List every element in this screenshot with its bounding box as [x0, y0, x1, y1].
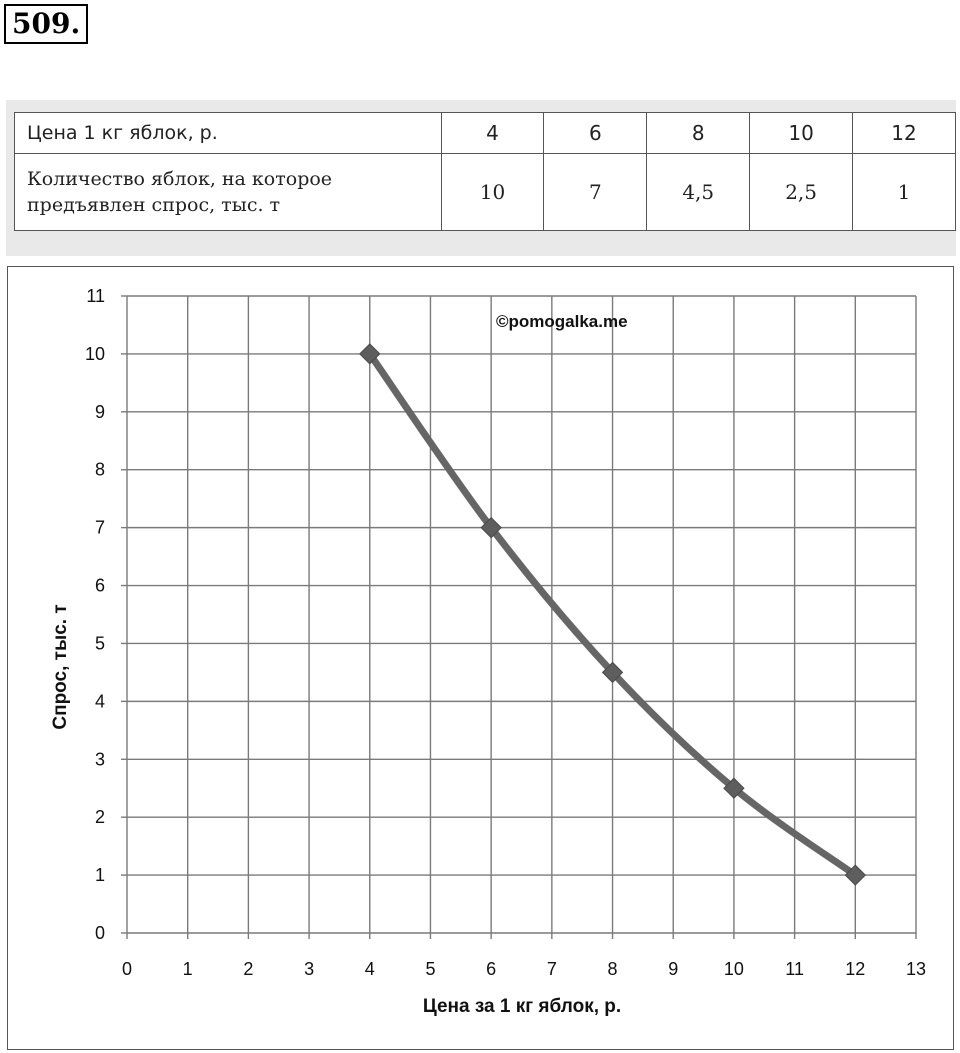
y-tick-label: 3 — [95, 749, 105, 769]
data-point-marker — [480, 516, 502, 539]
table-cell-price: 12 — [852, 112, 956, 154]
table-row-label-quantity: Количество яблок, на которое предъявлен … — [14, 153, 442, 231]
table-cell-quantity: 1 — [852, 153, 956, 231]
x-tick-label: 13 — [906, 959, 926, 979]
table-cell-price: 6 — [543, 112, 648, 154]
x-tick-label: 5 — [425, 959, 435, 979]
x-tick-label: 1 — [183, 959, 193, 979]
x-tick-label: 4 — [365, 959, 375, 979]
x-axis-title: Цена за 1 кг яблок, р. — [423, 996, 621, 1017]
table-row-label-price: Цена 1 кг яблок, р. — [14, 112, 442, 154]
y-tick-label: 2 — [95, 807, 105, 827]
chart-grid — [121, 295, 917, 939]
data-point-marker — [359, 343, 381, 365]
y-tick-label: 5 — [95, 633, 105, 653]
table-cell-price: 4 — [440, 112, 545, 154]
data-table-container: Цена 1 кг яблок, р. 4 6 8 10 12 Количест… — [6, 100, 956, 256]
x-tick-label: 9 — [668, 959, 678, 979]
y-axis-title: Спрос, тыс. т — [50, 604, 71, 729]
data-point-marker — [723, 777, 745, 799]
y-tick-label: 1 — [95, 865, 105, 885]
table-cell-price: 10 — [749, 112, 854, 154]
y-tick-label: 10 — [85, 344, 105, 364]
chart-frame: 0 1 2 3 4 5 6 7 8 9 10 11 12 13 0 1 2 3 4 5 6 7 8 9 10 11 ©pomog… — [7, 266, 954, 1050]
x-tick-label: 0 — [122, 959, 132, 979]
table-cell-price: 8 — [646, 112, 751, 154]
data-point-marker — [601, 661, 624, 684]
y-tick-label: 9 — [95, 402, 105, 422]
x-tick-label: 7 — [547, 959, 557, 979]
table-cell-quantity: 2,5 — [749, 153, 854, 231]
y-tick-label: 6 — [95, 576, 105, 596]
data-point-marker — [844, 864, 867, 886]
table-cell-quantity: 10 — [440, 153, 545, 231]
x-tick-label: 10 — [724, 959, 744, 979]
y-tick-label: 7 — [95, 518, 105, 538]
problem-number: 509. — [4, 4, 89, 44]
x-tick-label: 8 — [608, 959, 618, 979]
y-tick-label: 8 — [95, 460, 105, 480]
x-tick-label: 3 — [304, 959, 314, 979]
y-tick-label: 11 — [86, 286, 105, 306]
table-row-prices: Цена 1 кг яблок, р. 4 6 8 10 12 — [14, 112, 956, 154]
table-cell-quantity: 7 — [543, 153, 648, 231]
table-row-label-quantity-line2: предъявлен спрос, тыс. т — [27, 194, 281, 216]
data-table: Цена 1 кг яблок, р. 4 6 8 10 12 Количест… — [14, 112, 956, 231]
x-tick-label: 12 — [845, 959, 865, 979]
table-row-label-quantity-line1: Количество яблок, на которое — [27, 168, 333, 190]
y-axis-ticks: 0 1 2 3 4 5 6 7 8 9 10 11 — [85, 286, 105, 943]
table-cell-quantity: 4,5 — [646, 153, 751, 231]
x-tick-label: 6 — [486, 959, 496, 979]
y-tick-label: 0 — [95, 923, 105, 943]
x-axis-ticks: 0 1 2 3 4 5 6 7 8 9 10 11 12 13 — [122, 959, 926, 979]
watermark-text: ©pomogalka.me — [496, 312, 628, 331]
chart-series — [359, 343, 867, 886]
table-row-quantities: Количество яблок, на которое предъявлен … — [14, 153, 956, 231]
y-tick-label: 4 — [95, 691, 105, 711]
x-tick-label: 11 — [785, 959, 804, 979]
x-tick-label: 2 — [243, 959, 253, 979]
